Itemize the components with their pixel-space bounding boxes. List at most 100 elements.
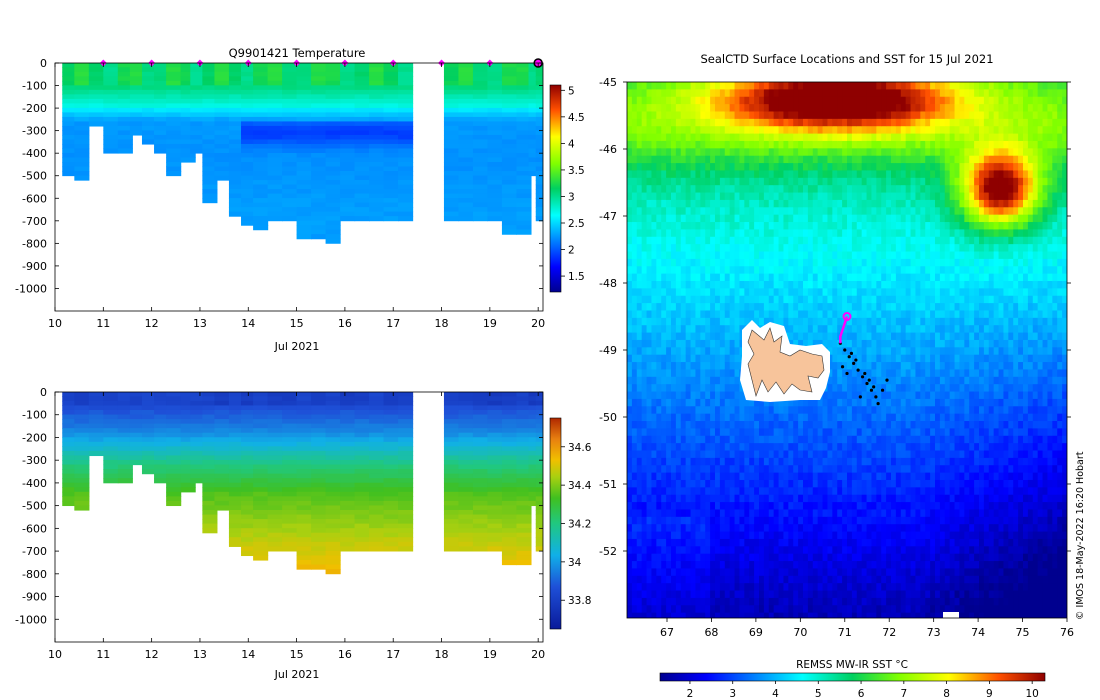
salinity-cell xyxy=(282,400,298,407)
sst-cell xyxy=(705,561,711,569)
temperature-cell xyxy=(325,85,341,91)
salinity-cell xyxy=(129,437,145,443)
temperature-cell xyxy=(267,125,283,132)
sst-cell xyxy=(759,222,765,230)
sst-cell xyxy=(739,531,745,540)
sst-cell xyxy=(636,406,643,415)
sst-cell xyxy=(636,347,643,356)
sst-cell xyxy=(651,111,657,120)
temperature-cell xyxy=(383,211,399,217)
temperature-cell xyxy=(267,180,283,186)
temperature-cell xyxy=(62,71,78,77)
temperature-cell xyxy=(472,162,489,168)
sst-cell xyxy=(675,140,682,149)
sst-cell xyxy=(666,185,672,194)
sst-cell xyxy=(661,590,667,599)
y-tick-label: -300 xyxy=(22,454,47,467)
sst-cell xyxy=(715,192,721,201)
temperature-cell xyxy=(340,116,356,123)
sst-cell xyxy=(773,465,780,474)
temperature-cell xyxy=(129,103,145,109)
sst-cell xyxy=(675,339,682,348)
sst-cell xyxy=(661,295,667,304)
sst-cell xyxy=(729,479,736,488)
sst-cell xyxy=(627,384,633,393)
sst-cell xyxy=(788,163,794,171)
sst-cell xyxy=(651,509,657,518)
sst-cell xyxy=(719,214,726,223)
sst-cell xyxy=(646,266,652,275)
salinity-cell xyxy=(180,405,196,411)
salinity-cell xyxy=(282,519,298,525)
sst-cell xyxy=(661,450,667,459)
sst-cell xyxy=(666,421,672,429)
sst-cell xyxy=(734,192,740,201)
sst-cell xyxy=(641,118,648,127)
temperature-cell xyxy=(516,211,532,217)
temperature-cell xyxy=(487,130,503,136)
temperature-cell xyxy=(325,116,341,123)
sst-cell xyxy=(710,295,716,304)
salinity-cell xyxy=(253,437,269,443)
sst-cell xyxy=(671,568,677,577)
temperature-cell xyxy=(472,157,489,163)
temperature-cell xyxy=(74,139,90,145)
sst-cell xyxy=(724,472,731,481)
sst-cell xyxy=(807,148,814,157)
temperature-cell xyxy=(282,63,298,68)
temperature-cell xyxy=(528,107,543,113)
temperature-cell xyxy=(88,80,104,86)
sst-cell xyxy=(744,612,750,618)
sst-cell xyxy=(700,406,706,415)
sst-cell xyxy=(739,258,745,267)
salinity-cell xyxy=(267,441,283,447)
temperature-cell xyxy=(117,63,133,68)
salinity-cell xyxy=(129,455,145,461)
sst-cell xyxy=(729,597,736,606)
sst-cell xyxy=(783,126,789,135)
salinity-cell xyxy=(253,487,269,493)
salinity-cell xyxy=(501,473,518,479)
salinity-cell xyxy=(398,405,414,411)
salinity-cell xyxy=(282,509,298,516)
temperature-cell xyxy=(253,193,269,199)
temperature-cell xyxy=(354,143,370,150)
salinity-cell xyxy=(501,514,518,520)
sst-cell xyxy=(783,561,789,569)
salinity-cell xyxy=(202,419,218,425)
sst-cell xyxy=(759,406,765,415)
sst-cell xyxy=(666,538,672,547)
sst-cell xyxy=(631,339,638,348)
sst-cell xyxy=(680,89,687,98)
sst-cell xyxy=(631,406,638,415)
salinity-cell xyxy=(383,428,399,434)
salinity-cell xyxy=(141,409,158,416)
salinity-cell xyxy=(383,500,399,507)
sst-cell xyxy=(754,140,760,149)
temperature-cell xyxy=(311,94,327,100)
sst-cell xyxy=(798,222,804,230)
temperature-cell xyxy=(354,98,370,104)
salinity-cell xyxy=(267,400,283,407)
sst-cell xyxy=(656,553,662,562)
sst-cell xyxy=(710,524,716,533)
sst-cell xyxy=(749,126,755,135)
sst-cell xyxy=(788,310,794,319)
sst-cell xyxy=(705,288,711,297)
sst-cell xyxy=(788,435,794,444)
salinity-cell xyxy=(62,459,78,466)
sst-cell xyxy=(646,82,652,90)
salinity-cell xyxy=(340,505,356,511)
sst-cell xyxy=(715,288,721,297)
temperature-cell xyxy=(340,67,356,73)
sst-cell xyxy=(656,362,662,370)
sst-cell xyxy=(631,612,638,618)
sst-cell xyxy=(631,575,638,584)
temperature-cell xyxy=(62,166,78,172)
salinity-cell xyxy=(487,441,503,447)
sst-cell xyxy=(773,118,780,127)
salinity-cell xyxy=(501,423,518,429)
temperature-cell xyxy=(74,152,90,159)
sst-cell xyxy=(793,421,799,429)
